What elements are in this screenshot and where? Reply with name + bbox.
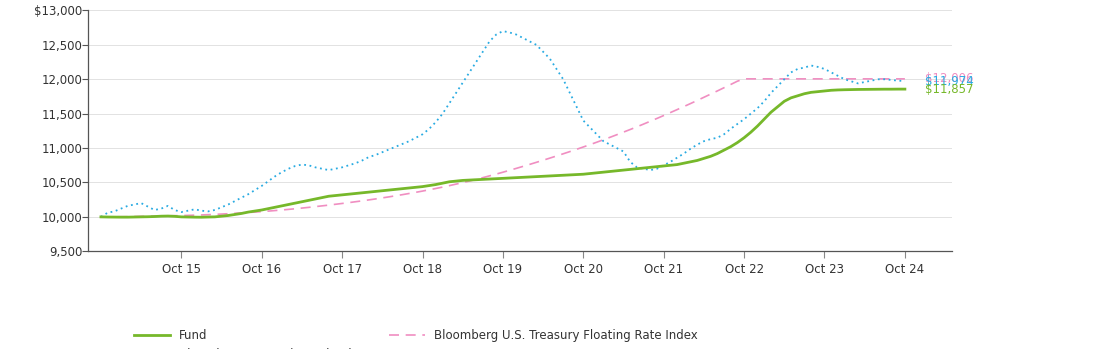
Text: $11,857: $11,857 [926, 83, 974, 96]
Text: $12,006: $12,006 [926, 72, 974, 86]
Legend: Fund, Bloomberg U.S. Universal Index, Bloomberg U.S. Treasury Floating Rate Inde: Fund, Bloomberg U.S. Universal Index, Bl… [129, 325, 702, 349]
Text: $11,974: $11,974 [926, 75, 974, 88]
